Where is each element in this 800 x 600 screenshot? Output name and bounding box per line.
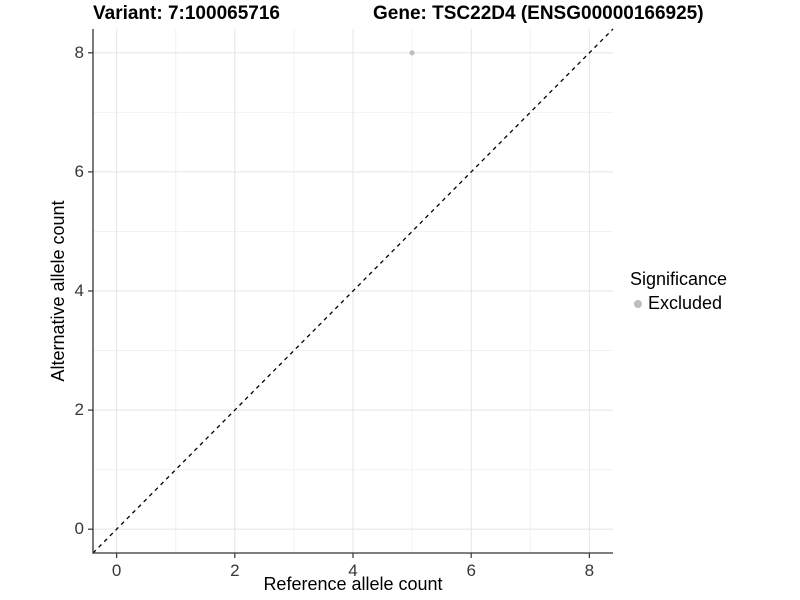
x-axis-title: Reference allele count	[263, 574, 443, 594]
data-point	[409, 50, 415, 56]
y-tick-label: 6	[74, 161, 84, 181]
x-tick-label: 8	[584, 561, 595, 580]
legend-item-excluded: Excluded	[630, 293, 727, 314]
gene-title: Gene: TSC22D4 (ENSG00000166925)	[373, 3, 704, 24]
variant-title: Variant: 7:100065716	[93, 3, 280, 24]
x-tick-label: 0	[111, 561, 122, 580]
identity-line	[92, 28, 614, 554]
y-tick-label: 0	[74, 519, 84, 539]
y-tick-label: 2	[74, 400, 84, 420]
y-tick-label: 8	[74, 42, 84, 62]
x-tick-label: 4	[348, 561, 358, 580]
y-tick-label: 4	[74, 281, 84, 300]
legend-item-label: Excluded	[648, 293, 723, 313]
legend-title: Significance	[630, 269, 728, 289]
legend-point-icon	[634, 299, 642, 308]
legend: Significance Excluded	[630, 269, 727, 314]
x-tick-label: 2	[230, 561, 240, 580]
x-tick-label: 6	[466, 561, 476, 580]
